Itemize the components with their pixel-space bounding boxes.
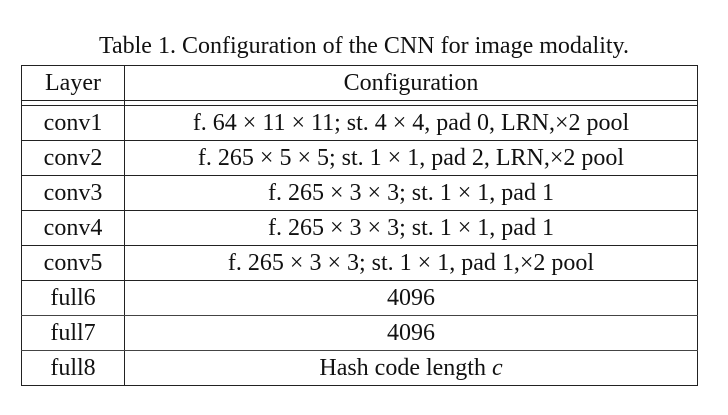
layer-cell: conv5: [21, 245, 125, 281]
layer-cell: full7: [21, 315, 125, 351]
header-configuration: Configuration: [124, 65, 698, 101]
config-variable: c: [491, 355, 503, 381]
config-cell: 4096: [124, 315, 698, 351]
header-double-rule: [21, 100, 698, 106]
config-cell: 4096: [124, 280, 698, 316]
config-cell: f. 265 × 5 × 5; st. 1 × 1, pad 2, LRN,×2…: [124, 140, 698, 176]
config-cell: f. 265 × 3 × 3; st. 1 × 1, pad 1,×2 pool: [124, 245, 698, 281]
layer-cell: conv2: [21, 140, 125, 176]
table-row: conv2 f. 265 × 5 × 5; st. 1 × 1, pad 2, …: [21, 140, 698, 176]
cnn-config-table: Layer Configuration conv1 f. 64 × 11 × 1…: [21, 65, 698, 386]
layer-cell: full6: [21, 280, 125, 316]
table-row: conv4 f. 265 × 3 × 3; st. 1 × 1, pad 1: [21, 210, 698, 246]
table-row: full7 4096: [21, 315, 698, 351]
config-cell: f. 64 × 11 × 11; st. 4 × 4, pad 0, LRN,×…: [124, 105, 698, 141]
layer-cell: conv3: [21, 175, 125, 211]
table-row: conv5 f. 265 × 3 × 3; st. 1 × 1, pad 1,×…: [21, 245, 698, 281]
layer-cell: conv1: [21, 105, 125, 141]
table-caption: Table 1. Configuration of the CNN for im…: [99, 33, 629, 59]
layer-cell: full8: [21, 350, 125, 386]
config-cell: Hash code length c: [124, 350, 698, 386]
config-cell: f. 265 × 3 × 3; st. 1 × 1, pad 1: [124, 175, 698, 211]
config-cell: f. 265 × 3 × 3; st. 1 × 1, pad 1: [124, 210, 698, 246]
table-row: conv3 f. 265 × 3 × 3; st. 1 × 1, pad 1: [21, 175, 698, 211]
config-text: Hash code length: [319, 355, 486, 381]
table-row: full6 4096: [21, 280, 698, 316]
layer-cell: conv4: [21, 210, 125, 246]
header-layer: Layer: [21, 65, 125, 101]
table-row: full8 Hash code length c: [21, 350, 698, 386]
table-header-row: Layer Configuration: [21, 65, 698, 101]
table-row: conv1 f. 64 × 11 × 11; st. 4 × 4, pad 0,…: [21, 105, 698, 141]
